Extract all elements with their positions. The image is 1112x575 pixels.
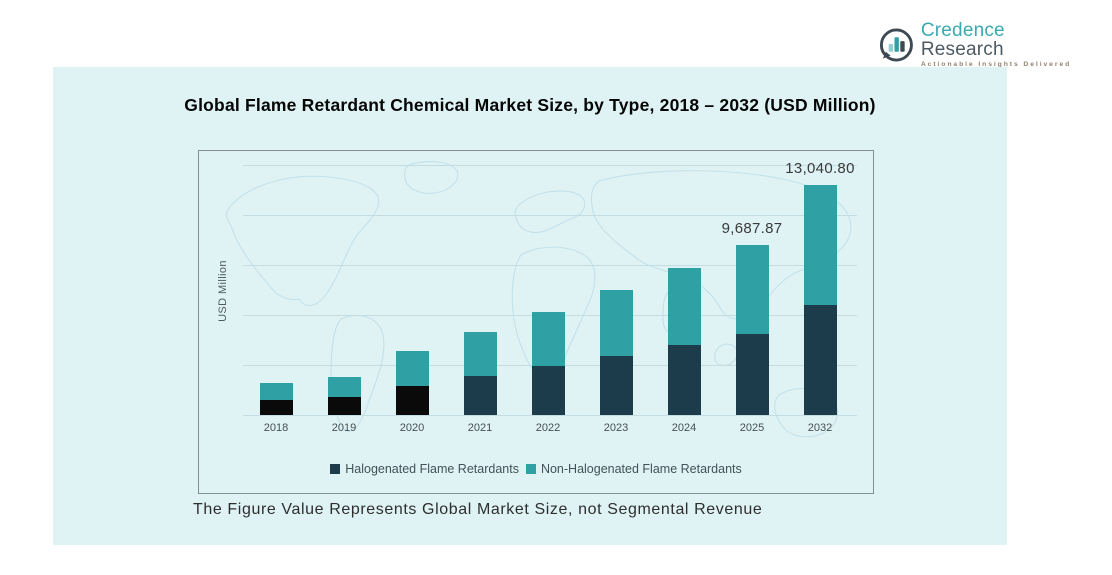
brand-name: Credence Research (921, 21, 1088, 59)
x-tick-2021: 2021 (467, 422, 493, 434)
legend-swatch (330, 464, 341, 474)
chart-title: Global Flame Retardant Chemical Market S… (184, 95, 876, 115)
bar-group-2032 (803, 185, 837, 415)
bar-segment-non-halogenated (735, 244, 769, 335)
bar-segment-halogenated (667, 345, 701, 415)
bar-segment-halogenated (599, 355, 633, 415)
bar-segment-halogenated (531, 366, 565, 415)
bar-group-2022 (531, 312, 565, 415)
x-tick-2022: 2022 (535, 422, 561, 434)
slide-panel: Global Flame Retardant Chemical Market S… (53, 67, 1007, 545)
x-tick-2019: 2019 (331, 422, 357, 434)
bar-group-2018 (259, 382, 293, 415)
bar-segment-non-halogenated (667, 267, 701, 346)
data-label-2032: 13,040.80 (785, 160, 855, 178)
bar-segment-non-halogenated (803, 185, 837, 306)
y-axis-title: USD Million (217, 260, 229, 322)
x-axis-line (243, 415, 857, 416)
legend-swatch (525, 464, 536, 474)
footnote: The Figure Value Represents Global Marke… (193, 501, 763, 518)
brand-logo: Credence Research Actionable Insights De… (878, 21, 1088, 69)
brand-tagline: Actionable Insights Delivered (920, 61, 1072, 69)
brand-name-secondary: Research (920, 39, 1004, 61)
bar-segment-halogenated (395, 385, 429, 415)
x-tick-2032: 2032 (807, 422, 833, 434)
data-label-2025: 9,687.87 (721, 219, 783, 237)
bar-segment-halogenated (463, 376, 497, 415)
gridline (243, 215, 857, 216)
bar-segment-non-halogenated (259, 382, 293, 400)
bar-segment-non-halogenated (463, 331, 497, 377)
chart-legend: Halogenated Flame Retardants Non-Halogena… (199, 462, 873, 476)
gridline (243, 165, 857, 166)
brand-text: Credence Research Actionable Insights De… (921, 21, 1088, 69)
bar-group-2020 (395, 351, 429, 415)
legend-item: Non-Halogenated Flame Retardants (525, 462, 742, 476)
bar-group-2024 (667, 267, 701, 415)
bar-segment-halogenated (259, 399, 293, 415)
x-tick-2025: 2025 (739, 422, 765, 434)
bar-segment-halogenated (327, 396, 361, 415)
chart-plot-area: 9,687.87 13,040.80 2018 2019 2020 2021 2022 20… (198, 150, 874, 494)
bar-group-2021 (463, 331, 497, 415)
bar-segment-non-halogenated (599, 289, 633, 356)
bar-group-2019 (327, 376, 361, 415)
legend-item: Halogenated Flame Retardants (330, 462, 519, 476)
legend-label: Halogenated Flame Retardants (345, 462, 519, 476)
bar-segment-non-halogenated (395, 351, 429, 386)
bar-segment-halogenated (735, 334, 769, 415)
x-tick-2023: 2023 (603, 422, 629, 434)
brand-name-primary: Credence (920, 20, 1005, 42)
x-tick-2018: 2018 (263, 422, 289, 434)
x-tick-2024: 2024 (671, 422, 697, 434)
bar-group-2025 (735, 244, 769, 416)
bar-segment-halogenated (803, 305, 837, 415)
bars-layer: 9,687.87 13,040.80 (199, 151, 873, 415)
bar-chart-bubble-icon (879, 28, 913, 62)
gridline (243, 265, 857, 266)
legend-label: Non-Halogenated Flame Retardants (540, 462, 742, 476)
bar-segment-non-halogenated (327, 376, 361, 397)
x-tick-2020: 2020 (399, 422, 425, 434)
bar-segment-non-halogenated (531, 312, 565, 367)
bar-group-2023 (599, 289, 633, 415)
